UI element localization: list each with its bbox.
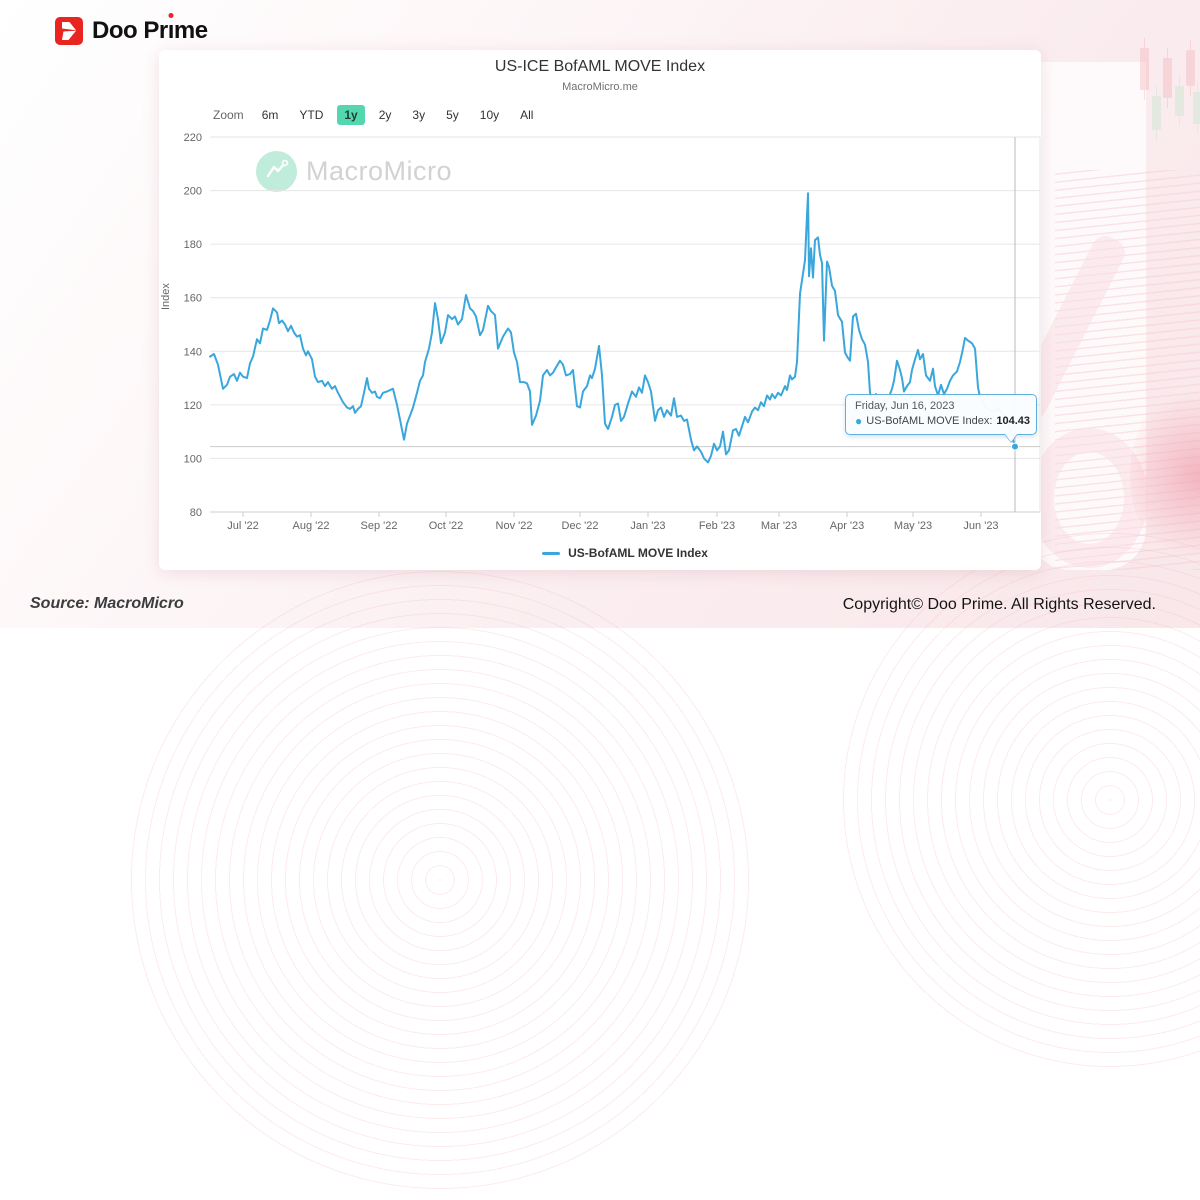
zoom-label: Zoom	[213, 108, 244, 122]
legend-line-marker	[542, 551, 561, 555]
concentric-arcs-decoration	[120, 560, 760, 1200]
banner: Doo Prıme US-ICE BofAML MOVE Index Macro…	[0, 0, 1200, 628]
doo-prime-logo-icon	[55, 17, 83, 45]
range-button-6m[interactable]: 6m	[261, 108, 279, 122]
chart-hover-area[interactable]	[210, 137, 1040, 512]
range-button-ytd[interactable]: YTD	[299, 108, 324, 122]
doo-prime-logo-text: Doo Prıme	[92, 17, 208, 44]
doo-prime-logo: Doo Prıme	[55, 17, 208, 45]
range-button-10y[interactable]: 10y	[479, 108, 500, 122]
series-bullet-icon: ●	[855, 414, 863, 428]
tooltip-date: Friday, Jun 16, 2023	[855, 400, 955, 412]
y-axis-title: Index	[160, 283, 172, 310]
range-button-3y[interactable]: 3y	[412, 108, 426, 122]
tooltip-value: 104.43	[996, 415, 1031, 427]
macromicro-watermark: MacroMicro	[256, 151, 452, 192]
stripes-decoration	[1055, 170, 1200, 570]
range-button-2y[interactable]: 2y	[378, 108, 392, 122]
arrow-icon	[62, 22, 76, 40]
legend-label: US-BofAML MOVE Index	[568, 546, 708, 560]
copyright-text: Copyright© Doo Prime. All Rights Reserve…	[842, 596, 1156, 613]
watermark-text: MacroMicro	[306, 156, 453, 186]
background-panel-decoration	[1028, 62, 1146, 570]
tooltip-series-label: US-BofAML MOVE Index:	[866, 415, 993, 427]
chart-tooltip: Friday, Jun 16, 2023 ● US-BofAML MOVE In…	[845, 394, 1037, 443]
legend-item[interactable]: US-BofAML MOVE Index	[210, 546, 1040, 560]
candlestick-decoration	[1138, 34, 1200, 154]
pink-blob-decoration	[1130, 380, 1200, 570]
range-button-all[interactable]: All	[520, 108, 534, 122]
tooltip-tail	[1004, 434, 1018, 443]
chart-subtitle-link[interactable]: MacroMicro.me	[562, 81, 638, 93]
range-selector: Zoom 6m YTD 1y 2y 3y 5y 10y All	[213, 105, 540, 125]
macromicro-logo-icon	[256, 151, 297, 192]
range-button-1y[interactable]: 1y	[337, 105, 365, 125]
source-credit: Source: MacroMicro	[30, 595, 184, 612]
chart-title: US-ICE BofAML MOVE Index	[494, 58, 706, 75]
percent-zero-decoration	[1030, 428, 1148, 568]
range-button-5y[interactable]: 5y	[446, 108, 459, 122]
